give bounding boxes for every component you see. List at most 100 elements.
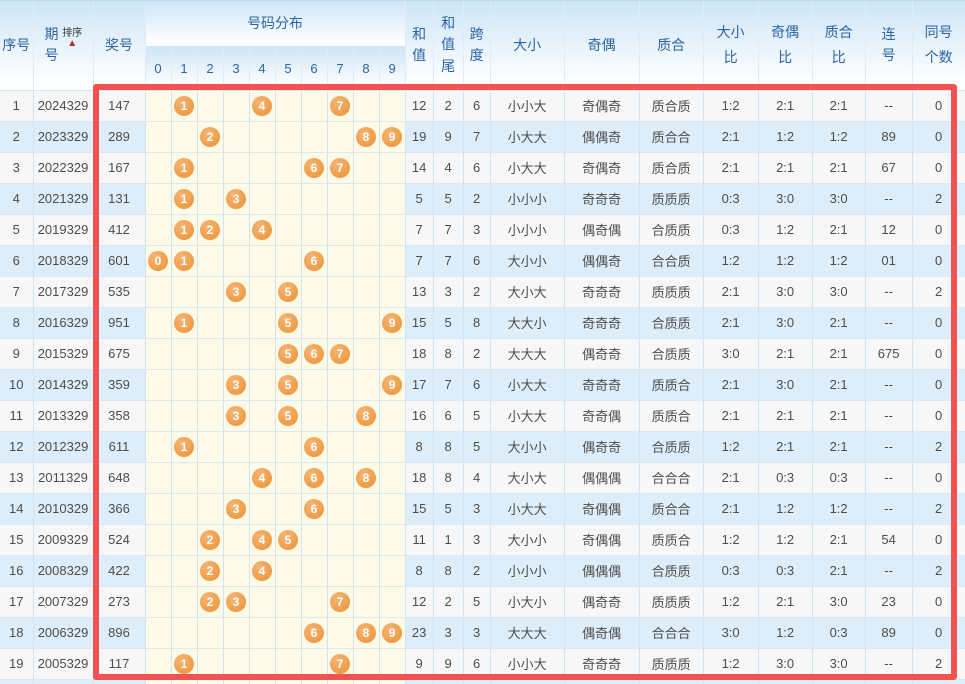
span-cell: 5 (463, 400, 491, 432)
prime-pattern-cell: 质质合 (639, 400, 704, 432)
period-cell: 2024329 (33, 90, 94, 122)
distribution-cell-1: 1 (171, 245, 198, 277)
span-cell: 6 (463, 90, 491, 122)
span-cell: 2 (463, 183, 491, 215)
distribution-cell-3 (223, 121, 250, 153)
lottery-ball: 2 (200, 529, 220, 550)
distribution-cell-6: 6 (301, 152, 328, 184)
prime-ratio-cell: 3:0 (812, 183, 866, 215)
sum-tail-cell: 7 (433, 369, 464, 401)
distribution-cell-9 (379, 679, 406, 684)
prime-pattern-cell: 质合质 (639, 90, 704, 122)
distribution-cell-9 (379, 400, 406, 432)
distribution-cell-5 (275, 90, 302, 122)
consecutive-cell: -- (865, 648, 913, 680)
sum-tail-cell: 8 (433, 555, 464, 587)
parity-ratio-cell: 0:3 (758, 462, 813, 494)
table-row: 10 2014329 359 3 5 9 17 7 6 小大大 奇奇奇 质质合 2:1 3:0 2:1 -- 0 (0, 369, 965, 401)
distribution-cell-6 (301, 679, 328, 684)
lottery-ball: 3 (226, 374, 246, 395)
same-count-cell: 0 (912, 369, 965, 401)
prize-number-cell: 167 (93, 152, 146, 184)
period-cell: 2006329 (33, 617, 94, 649)
sum-tail-cell: 2 (433, 586, 464, 618)
distribution-cell-7 (327, 493, 354, 525)
lottery-ball: 5 (278, 343, 298, 364)
parity-ratio-cell: 0:3 (758, 555, 813, 587)
prime-pattern-cell: 质质质 (639, 586, 704, 618)
parity-ratio-cell: 1:2 (758, 121, 813, 153)
distribution-cell-8 (353, 493, 380, 525)
distribution-cell-9 (379, 183, 406, 215)
sum-tail-cell: 4 (433, 152, 464, 184)
period-cell: 2023329 (33, 121, 94, 153)
parity-pattern-cell: 奇奇奇 (564, 276, 640, 308)
distribution-cell-6: 6 (301, 617, 328, 649)
distribution-cell-8 (353, 307, 380, 339)
lottery-ball: 3 (226, 188, 246, 209)
size-pattern-cell: 大小大 (490, 462, 565, 494)
lottery-ball: 1 (174, 436, 194, 457)
prize-number-cell: 273 (93, 586, 146, 618)
prime-pattern-cell: 质合合 (639, 121, 704, 153)
consecutive-cell: -- (865, 431, 913, 463)
distribution-cell-5: 5 (275, 276, 302, 308)
sum-cell: 15 (405, 493, 434, 525)
sum-tail-cell: 8 (433, 338, 464, 370)
distribution-cell-1: 1 (171, 90, 198, 122)
lottery-ball: 1 (174, 250, 194, 271)
distribution-cell-0 (145, 586, 172, 618)
distribution-cell-8 (353, 369, 380, 401)
same-count-cell: 0 (912, 462, 965, 494)
table-row: 8 2016329 951 1 5 9 15 5 8 大大小 奇奇奇 合质质 2:1 3:0 2:1 -- 0 (0, 307, 965, 339)
parity-ratio-cell: 2:1 (758, 431, 813, 463)
distribution-cell-9 (379, 462, 406, 494)
consecutive-cell: 01 (865, 245, 913, 277)
distribution-cell-2 (197, 90, 224, 122)
table-row: 15 2009329 524 2 4 5 11 1 3 大小小 奇偶偶 质质合 1:2 1:2 2:1 54 0 (0, 524, 965, 556)
size-pattern-cell: 大大大 (490, 617, 565, 649)
distribution-cell-9: 9 (379, 307, 406, 339)
sum-tail-cell: 1 (433, 524, 464, 556)
period-header-label: 期号 (44, 25, 59, 64)
distribution-cell-9 (379, 338, 406, 370)
span-cell: 2 (463, 555, 491, 587)
same-count-cell: 0 (912, 307, 965, 339)
distribution-cell-0 (145, 338, 172, 370)
distribution-cell-8: 8 (353, 121, 380, 153)
parity-ratio-cell: 2:1 (758, 586, 813, 618)
lottery-ball: 6 (304, 343, 324, 364)
prize-number-cell (93, 679, 146, 684)
sum-cell: 17 (405, 369, 434, 401)
size-ratio-cell (703, 679, 759, 684)
prime-pattern-cell: 合质质 (639, 214, 704, 246)
distribution-cell-8 (353, 431, 380, 463)
size-pattern-cell: 小大大 (490, 400, 565, 432)
prize-header: 奖号 (93, 1, 146, 91)
sort-control[interactable]: 排序 ▲ (62, 28, 82, 49)
prime-ratio-cell: 3:0 (812, 276, 866, 308)
distribution-cell-7 (327, 555, 354, 587)
distribution-cell-7 (327, 524, 354, 556)
sum-cell: 11 (405, 524, 434, 556)
consecutive-cell: -- (865, 462, 913, 494)
sum-tail-cell: 5 (433, 307, 464, 339)
distribution-cell-2 (197, 493, 224, 525)
prime-pattern-cell: 合质质 (639, 431, 704, 463)
period-cell: 2018329 (33, 245, 94, 277)
distribution-cell-4 (249, 493, 276, 525)
prime-pattern-cell: 质质合 (639, 369, 704, 401)
span-cell: 8 (463, 307, 491, 339)
serial-cell: 10 (0, 369, 34, 401)
same-count-cell: 0 (912, 586, 965, 618)
prime-ratio-cell: 2:1 (812, 152, 866, 184)
distribution-cell-5 (275, 214, 302, 246)
same-count-cell: 2 (912, 276, 965, 308)
distribution-cell-1 (171, 369, 198, 401)
distribution-cell-8: 8 (353, 462, 380, 494)
lottery-ball: 5 (278, 529, 298, 550)
distribution-cell-3 (223, 214, 250, 246)
serial-cell: 17 (0, 586, 34, 618)
size-ratio-header: 大小比 (703, 1, 759, 91)
sum-cell (405, 679, 434, 684)
